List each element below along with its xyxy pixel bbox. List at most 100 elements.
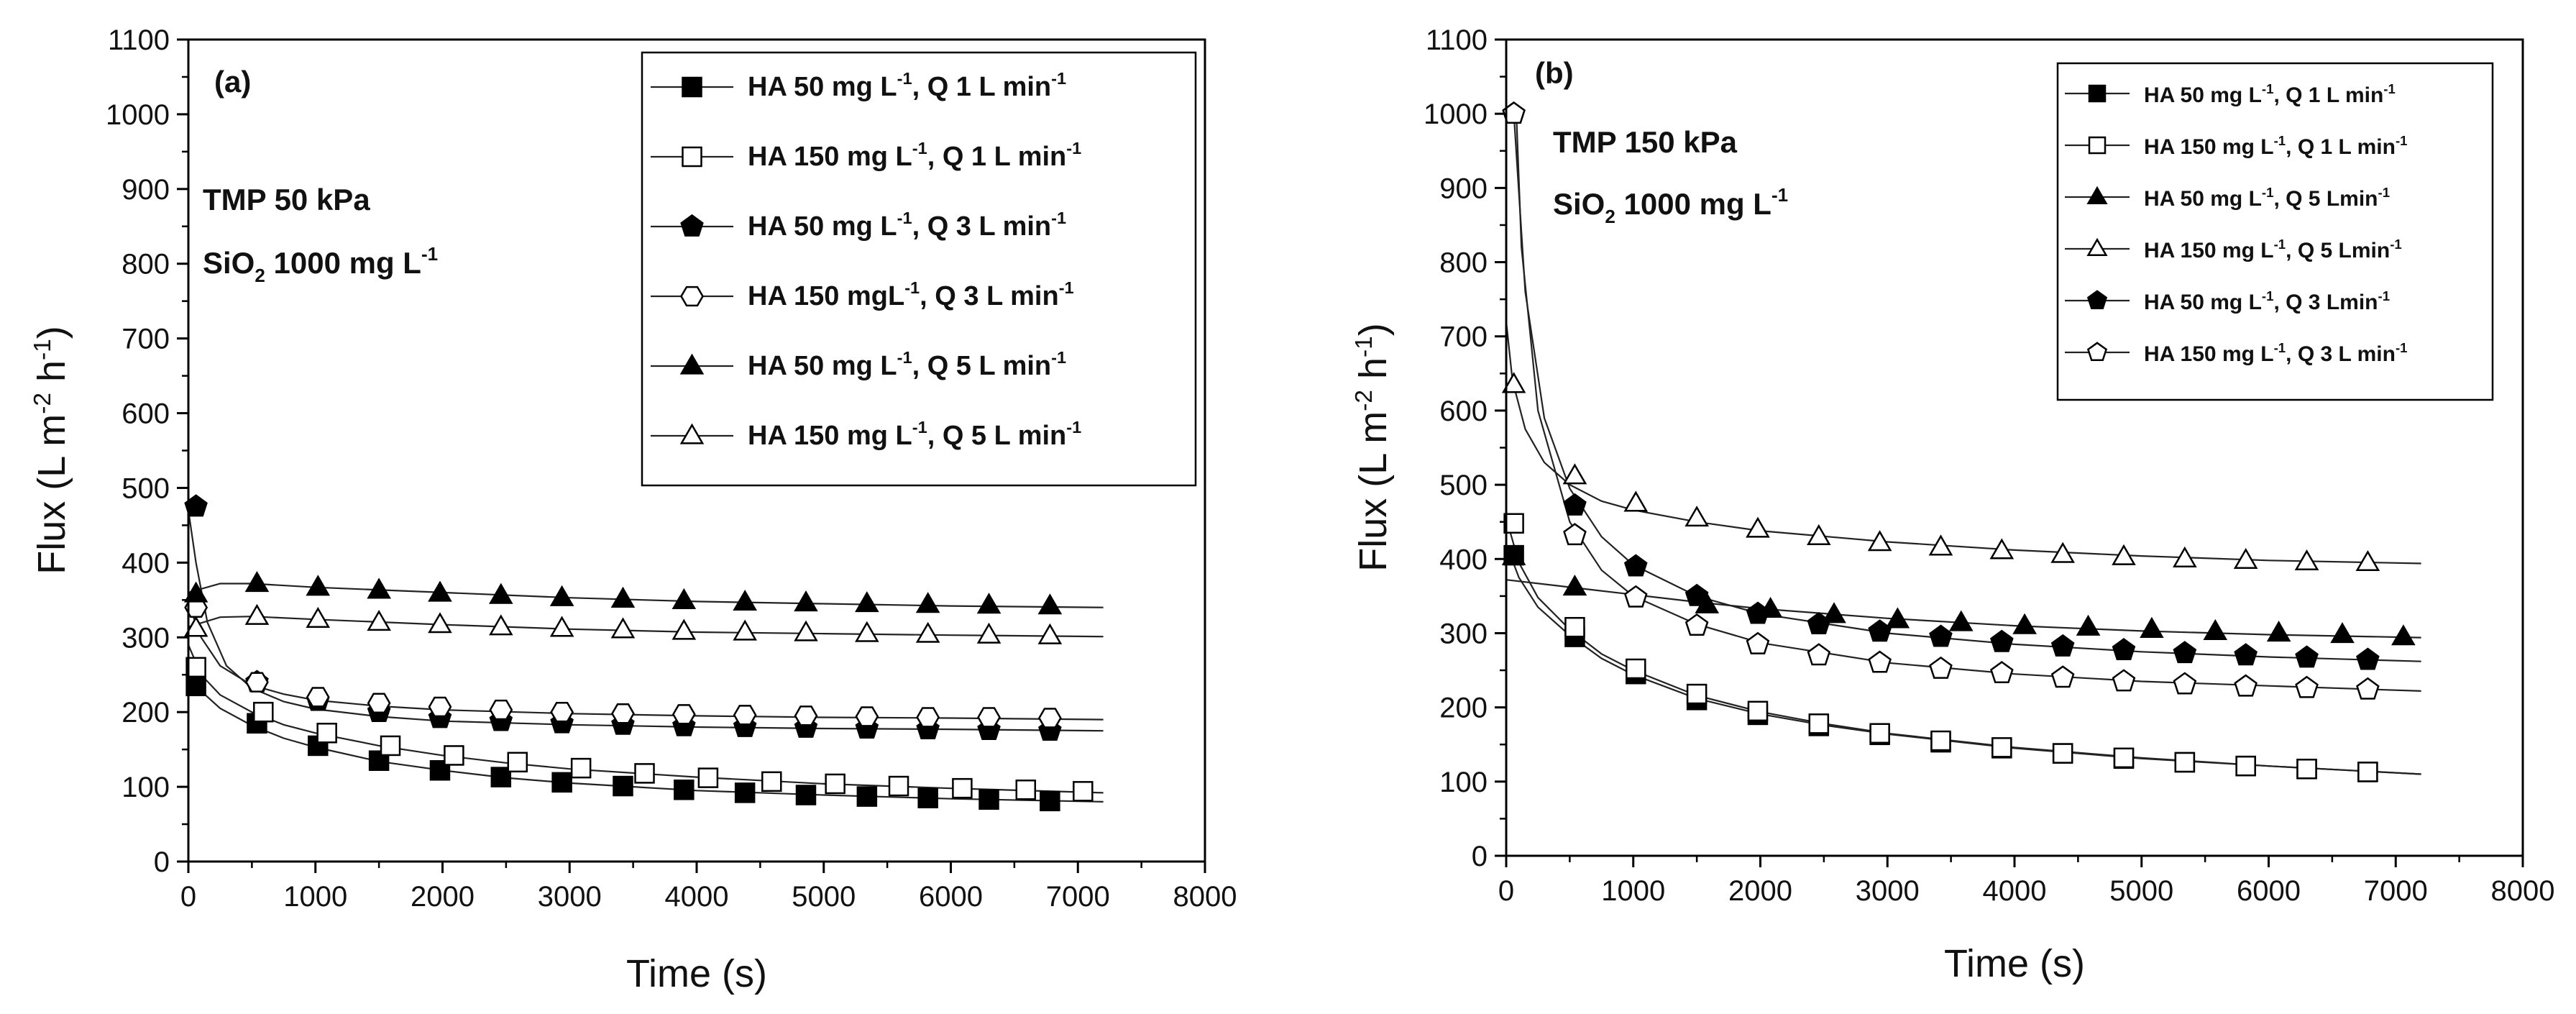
- legend-label: HA 150 mg L-1, Q 1 L min-1: [2144, 133, 2408, 159]
- data-point-series-6: [428, 612, 452, 634]
- panel-a-x-tick-labels: 0 1000 2000 3000 4000 5000 6000 7000 8000: [180, 881, 1237, 913]
- data-point-series-3: [2266, 620, 2291, 642]
- data-point-series-6: [244, 603, 270, 625]
- x-tick-label: 7000: [2364, 875, 2428, 907]
- data-point-series-4: [855, 706, 879, 727]
- data-point-series-5: [1037, 593, 1063, 615]
- y-tick-label: 1100: [108, 24, 170, 56]
- x-tick-label: 7000: [1046, 881, 1110, 913]
- data-point-series-5: [2050, 634, 2075, 657]
- data-point-series-5: [367, 577, 391, 599]
- y-tick-label: 300: [122, 622, 170, 654]
- data-point-series-1: [1040, 790, 1060, 812]
- x-tick-label: 2000: [1728, 875, 1792, 907]
- data-point-series-2: [634, 763, 655, 784]
- data-point-series-6: [915, 621, 940, 643]
- data-point-series-5: [855, 591, 879, 613]
- data-point-series-4: [550, 701, 574, 723]
- panel-b-plot-frame: [1505, 38, 2524, 857]
- data-point-series-5: [610, 586, 636, 608]
- data-point-series-1: [734, 782, 756, 803]
- panel-b-legend-box: [2056, 62, 2494, 401]
- legend-marker: [680, 286, 704, 307]
- y-tick-label: 1100: [1426, 24, 1488, 56]
- data-point-series-1: [978, 789, 999, 810]
- data-point-series-3: [1501, 544, 1526, 565]
- legend-marker: [682, 146, 702, 168]
- data-point-series-2: [444, 745, 464, 766]
- data-point-series-4: [2050, 542, 2075, 563]
- data-point-series-2: [1808, 713, 1830, 734]
- data-point-series-4: [2355, 550, 2380, 572]
- legend-item-4: HA 150 mg L-1, Q 5 Lmin-1: [2065, 237, 2402, 262]
- data-point-series-6: [1868, 650, 1892, 673]
- data-point-series-3: [1562, 574, 1587, 596]
- data-point-series-5: [1685, 583, 1709, 606]
- data-point-series-6: [1990, 661, 2014, 684]
- data-point-series-4: [1928, 534, 1953, 556]
- data-point-series-6: [2356, 677, 2380, 700]
- data-point-series-2: [888, 775, 909, 797]
- legend-item-2: HA 150 mg L-1, Q 1 L min-1: [2065, 133, 2408, 159]
- legend-item-1: HA 50 mg L-1, Q 1 L min-1: [2065, 81, 2396, 107]
- data-point-series-6: [1037, 623, 1063, 644]
- data-point-series-5: [976, 593, 1001, 614]
- y-tick-label: 1000: [1424, 99, 1488, 130]
- legend-label: HA 150 mg L-1, Q 5 Lmin-1: [2144, 237, 2402, 262]
- data-point-series-4: [1807, 524, 1831, 545]
- data-point-series-4: [794, 705, 818, 726]
- panel-b: 0 100 200 300 400 500 600 700 800 900 1000 1100 0 10…: [1351, 24, 2554, 985]
- legend-label: HA 50 mg L-1, Q 1 L min-1: [2144, 81, 2396, 107]
- data-point-series-5: [1990, 629, 2014, 652]
- fit-line-series-3: [1505, 579, 2421, 639]
- y-tick-label: 200: [1439, 693, 1488, 724]
- legend-marker: [2088, 84, 2107, 103]
- data-point-series-2: [185, 657, 206, 678]
- data-point-series-5: [428, 580, 452, 602]
- data-point-series-2: [2113, 747, 2135, 769]
- data-point-series-5: [549, 585, 574, 606]
- x-tick-label: 4000: [665, 881, 729, 913]
- data-point-series-4: [977, 707, 1001, 728]
- data-point-series-5: [2173, 641, 2197, 664]
- panel-a-sio2-annotation: SiO2 1000 mg L-1: [203, 243, 438, 286]
- panel-a-x-axis-title: Time (s): [626, 952, 767, 995]
- panel-b-data-markers: [1501, 101, 2416, 782]
- y-tick-label: 800: [122, 249, 170, 280]
- panel-b-label: (b): [1535, 56, 1574, 90]
- data-point-series-6: [1502, 101, 1526, 124]
- panel-b-x-axis-title: Time (s): [1944, 942, 2085, 985]
- data-point-series-2: [1626, 658, 1646, 680]
- panel-b-x-tick-labels: 0 1000 2000 3000 4000 5000 6000 7000 8000: [1498, 875, 2555, 907]
- x-tick-label: 0: [1498, 875, 1514, 907]
- y-tick-label: 600: [1439, 396, 1488, 427]
- x-tick-label: 4000: [1983, 875, 2047, 907]
- data-point-series-2: [1686, 683, 1708, 705]
- panel-a-label: (a): [214, 65, 251, 99]
- data-point-series-2: [2357, 762, 2378, 782]
- data-point-series-3: [184, 494, 208, 517]
- legend-item-3: HA 50 mg L-1, Q 5 Lmin-1: [2065, 185, 2390, 211]
- y-tick-label: 100: [122, 772, 170, 803]
- legend-marker: [679, 423, 705, 444]
- data-point-series-3: [2012, 613, 2037, 634]
- data-point-series-6: [2173, 672, 2197, 695]
- data-point-series-6: [2050, 665, 2075, 688]
- data-point-series-1: [917, 787, 938, 808]
- data-point-series-5: [1929, 624, 1953, 647]
- x-tick-label: 6000: [919, 881, 983, 913]
- y-tick-label: 500: [122, 472, 170, 504]
- y-tick-label: 200: [122, 697, 170, 728]
- data-point-series-5: [489, 583, 513, 604]
- data-point-series-6: [671, 618, 697, 640]
- data-point-series-2: [253, 701, 274, 723]
- data-point-series-3: [1948, 610, 1974, 631]
- legend-label: HA 50 mg L-1, Q 5 L min-1: [748, 348, 1066, 381]
- data-point-series-2: [380, 735, 401, 757]
- data-point-series-4: [1562, 463, 1587, 485]
- panel-b-y-axis-title: Flux (L m-2 h-1): [1351, 323, 1395, 572]
- y-tick-label: 800: [1439, 247, 1488, 279]
- data-point-series-4: [367, 693, 391, 713]
- x-tick-label: 1000: [1601, 875, 1665, 907]
